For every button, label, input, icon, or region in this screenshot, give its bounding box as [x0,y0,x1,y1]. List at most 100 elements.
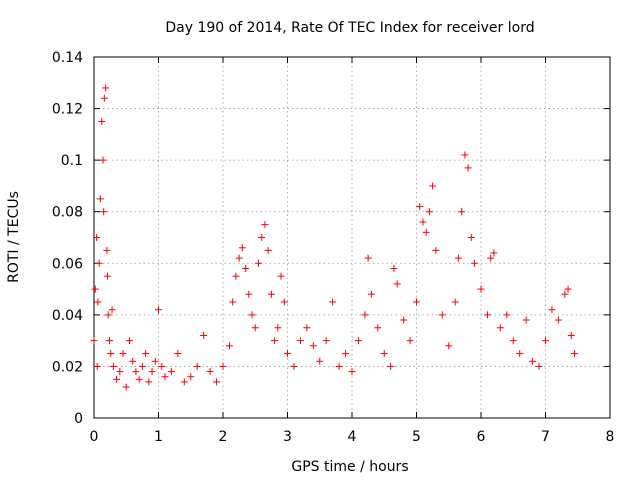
data-point [277,272,285,280]
x-tick-label: 2 [219,429,228,445]
data-point [108,306,116,314]
data-point [225,342,233,350]
data-point [522,316,530,324]
data-point [451,298,459,306]
data-point [242,264,250,272]
data-point [200,331,208,339]
data-point [354,337,362,345]
data-point [445,342,453,350]
y-tick-label: 0 [74,411,83,427]
data-point [467,234,475,241]
data-point [107,350,115,358]
data-point [425,208,433,216]
y-axis-label: ROTI / TECUs [6,191,22,283]
grid-lines [94,57,610,418]
data-point [461,151,469,159]
data-point [155,306,162,314]
data-point [571,350,579,358]
x-tick-label: 4 [348,429,357,445]
data-point [135,375,143,383]
data-point [419,218,427,226]
data-point [342,350,350,358]
y-tick-label: 0.06 [52,256,83,272]
data-point [516,350,524,358]
data-point [100,94,108,102]
data-point [432,246,440,254]
data-point [454,254,462,262]
y-tick-label: 0.12 [52,102,83,118]
data-point [335,362,343,370]
data-point [251,324,259,332]
data-point [180,378,188,386]
data-point [490,249,498,257]
data-point [187,373,195,381]
data-point [422,228,430,236]
data-point [387,362,395,370]
y-tick-label: 0.1 [61,153,83,169]
data-point [509,337,517,345]
data-point [374,324,382,332]
x-tick-label: 3 [283,429,292,445]
x-tick-label: 8 [606,429,615,445]
data-point [167,368,175,376]
data-point [471,259,479,267]
data-point [564,285,572,293]
data-point [271,337,279,345]
data-point [258,234,266,241]
y-tick-label: 0.08 [52,205,83,221]
data-point [290,362,298,370]
x-tick-label: 1 [154,429,163,445]
data-point [93,234,101,241]
data-point [90,337,98,345]
data-point [148,368,156,376]
data-point [413,298,420,306]
axis-ticks [93,56,611,419]
data-point [561,290,569,298]
data-point [458,208,466,216]
data-point [129,357,137,365]
data-point [132,368,140,376]
data-point [529,357,537,365]
y-tick-label: 0.02 [52,359,83,375]
data-point [503,311,511,319]
data-point [238,244,246,252]
data-point [122,383,130,391]
data-point [303,324,311,332]
data-point [429,182,437,190]
data-point [535,362,543,370]
x-tick-label: 7 [541,429,550,445]
data-point [264,246,272,254]
data-point [102,84,110,92]
data-point [284,350,291,358]
data-point [98,117,106,125]
data-point [109,362,117,370]
y-tick-labels: 0 0.02 0.04 0.06 0.08 0.1 0.12 0.14 [52,50,83,427]
data-point [416,203,424,211]
data-point [406,337,414,345]
data-point [232,272,240,280]
data-point [316,357,324,365]
data-point [380,350,388,358]
data-point [119,350,127,358]
chart-title: Day 190 of 2014, Rate Of TEC Index for r… [165,20,534,36]
data-point [361,311,369,319]
data-point [348,368,356,376]
data-point [248,311,256,319]
x-axis-label: GPS time / hours [291,459,408,475]
data-point [274,324,282,332]
data-point [280,298,288,306]
data-points [90,84,579,391]
data-point [103,246,111,254]
data-point [142,350,150,358]
data-point [542,337,549,345]
data-point [219,362,227,370]
data-point [296,337,304,345]
data-point [138,362,146,370]
data-point [91,285,99,293]
data-point [267,290,275,298]
x-tick-label: 5 [412,429,421,445]
data-point [229,298,237,306]
data-point [174,350,182,358]
data-point [496,324,504,332]
